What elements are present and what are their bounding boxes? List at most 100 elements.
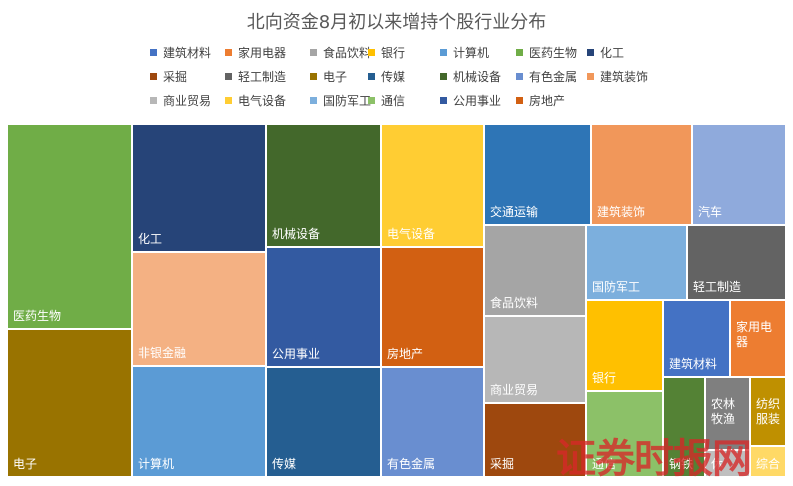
- legend-label: 商业贸易: [163, 94, 212, 108]
- legend-label: 房地产: [529, 94, 566, 108]
- treemap-tile: [587, 226, 686, 299]
- legend-label: 电气设备: [238, 94, 287, 108]
- legend-label: 家用电器: [238, 46, 287, 60]
- legend-label: 采掘: [163, 70, 188, 84]
- legend-swatch: [150, 49, 157, 56]
- treemap-tile: [133, 253, 265, 365]
- treemap-tile: [592, 125, 691, 224]
- legend-swatch: [516, 97, 523, 104]
- legend-swatch: [440, 97, 447, 104]
- treemap-label: 食品饮料: [490, 295, 538, 310]
- treemap-tile: [382, 368, 483, 476]
- legend-swatch: [310, 73, 317, 80]
- legend-swatch: [310, 49, 317, 56]
- legend-swatch: [587, 49, 594, 56]
- treemap-tile: [751, 378, 785, 445]
- treemap-tile: [8, 330, 131, 476]
- treemap-label: 商业贸易: [490, 382, 538, 397]
- legend-item: 电气设备: [225, 92, 286, 109]
- legend-label: 化工: [600, 46, 625, 60]
- treemap-tile: [382, 125, 483, 246]
- treemap-label: 医药生物: [13, 309, 61, 323]
- legend-item: 公用事业: [440, 92, 501, 109]
- treemap-label: 计算机: [138, 456, 174, 471]
- legend-label: 计算机: [453, 46, 490, 60]
- legend-label: 电子: [323, 70, 348, 84]
- treemap-tile: [133, 367, 265, 476]
- legend-item: 食品饮料: [310, 44, 371, 61]
- treemap-label: 传媒: [272, 456, 296, 471]
- treemap-tile: [485, 125, 590, 224]
- legend-label: 银行: [381, 46, 406, 60]
- legend-swatch: [225, 49, 232, 56]
- legend-swatch: [587, 73, 594, 80]
- treemap-tile: [706, 378, 749, 449]
- legend-swatch: [516, 73, 523, 80]
- legend-item: 采掘: [150, 68, 187, 85]
- legend-label: 有色金属: [529, 70, 578, 84]
- legend-item: 医药生物: [516, 44, 577, 61]
- treemap-tile: [267, 125, 380, 246]
- legend-swatch: [310, 97, 317, 104]
- treemap-tile: [133, 125, 265, 251]
- legend-label: 通信: [381, 94, 406, 108]
- treemap-tile: [751, 447, 785, 476]
- treemap-label: 通信: [592, 457, 616, 471]
- treemap-label: 公用事业: [272, 347, 320, 361]
- treemap-label: 轻工制造: [693, 280, 741, 294]
- legend-label: 传媒: [381, 70, 406, 84]
- legend-item: 家用电器: [225, 44, 286, 61]
- legend-item: 房地产: [516, 92, 565, 109]
- treemap-tile: [731, 301, 785, 376]
- treemap-label: 国防军工: [592, 279, 640, 294]
- legend-item: 传媒: [368, 68, 405, 85]
- treemap-tile: [693, 125, 785, 224]
- treemap-label: 纺织服装: [756, 397, 780, 426]
- legend-swatch: [225, 73, 232, 80]
- treemap-label: 电气设备: [387, 226, 435, 241]
- legend-swatch: [150, 73, 157, 80]
- legend-swatch: [225, 97, 232, 104]
- legend-item: 电子: [310, 68, 347, 85]
- treemap-label: 非银金融: [138, 345, 186, 360]
- chart-title: 北向资金8月初以来增持个股行业分布: [246, 12, 547, 33]
- treemap-label: 电子: [13, 457, 37, 471]
- treemap-tile: [267, 248, 380, 366]
- treemap-label: 休: [711, 457, 723, 471]
- legend-swatch: [368, 97, 375, 104]
- treemap-tile: [485, 404, 585, 476]
- legend-item: 轻工制造: [225, 68, 286, 85]
- legend-label: 国防军工: [323, 94, 372, 108]
- treemap-label: 交通运输: [490, 204, 538, 219]
- treemap-tile: [8, 125, 131, 328]
- treemap-label: 汽车: [698, 204, 722, 219]
- treemap-label: 有色金属: [387, 456, 435, 471]
- treemap-label: 房地产: [387, 346, 423, 361]
- legend-item: 机械设备: [440, 68, 501, 85]
- treemap-label: 机械设备: [272, 226, 320, 241]
- treemap-label: 采掘: [490, 456, 514, 471]
- legend-label: 建筑装饰: [600, 70, 649, 84]
- legend-label: 建筑材料: [163, 46, 212, 60]
- legend-label: 食品饮料: [323, 46, 372, 60]
- treemap-label: 银行: [592, 371, 616, 385]
- treemap-tile: [382, 248, 483, 366]
- treemap-tile: [664, 378, 704, 476]
- legend-swatch: [150, 97, 157, 104]
- treemap-label: 化工: [138, 232, 162, 246]
- treemap-tile: [485, 226, 585, 315]
- treemap-tile: [587, 392, 662, 476]
- legend-item: 通信: [368, 92, 405, 109]
- legend-swatch: [368, 49, 375, 56]
- legend-label: 医药生物: [529, 46, 578, 60]
- legend-item: 国防军工: [310, 92, 371, 109]
- legend-item: 计算机: [440, 44, 489, 61]
- legend-swatch: [440, 73, 447, 80]
- treemap-label: 综合: [756, 456, 780, 471]
- legend-label: 轻工制造: [238, 70, 287, 84]
- treemap-label: 家用电器: [736, 319, 772, 349]
- watermark: 证券时报网: [556, 435, 752, 482]
- legend-item: 建筑装饰: [587, 68, 648, 85]
- legend-item: 有色金属: [516, 68, 577, 85]
